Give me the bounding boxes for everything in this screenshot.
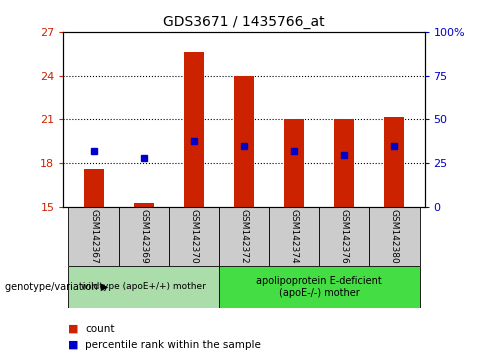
Bar: [68, 207, 119, 266]
Bar: [234, 76, 254, 207]
Bar: [385, 116, 405, 207]
Text: percentile rank within the sample: percentile rank within the sample: [85, 340, 261, 350]
Bar: [319, 207, 369, 266]
Text: GSM142372: GSM142372: [240, 209, 248, 264]
Text: wildtype (apoE+/+) mother: wildtype (apoE+/+) mother: [81, 282, 206, 291]
Text: GSM142367: GSM142367: [89, 209, 98, 264]
Text: GSM142380: GSM142380: [390, 209, 399, 264]
Text: count: count: [85, 324, 115, 334]
Bar: [284, 120, 304, 207]
Bar: [219, 266, 420, 308]
Bar: [169, 207, 219, 266]
Bar: [68, 266, 219, 308]
Text: GSM142374: GSM142374: [290, 209, 299, 264]
Bar: [134, 203, 154, 207]
Text: apolipoprotein E-deficient
(apoE-/-) mother: apolipoprotein E-deficient (apoE-/-) mot…: [256, 276, 382, 298]
Bar: [269, 207, 319, 266]
Text: GSM142369: GSM142369: [139, 209, 148, 264]
Bar: [369, 207, 420, 266]
Text: genotype/variation ▶: genotype/variation ▶: [5, 282, 108, 292]
Text: GSM142370: GSM142370: [189, 209, 198, 264]
Bar: [184, 52, 204, 207]
Bar: [119, 207, 169, 266]
Bar: [83, 169, 103, 207]
Text: ■: ■: [68, 324, 79, 334]
Bar: [219, 207, 269, 266]
Bar: [334, 120, 354, 207]
Title: GDS3671 / 1435766_at: GDS3671 / 1435766_at: [163, 16, 325, 29]
Text: ■: ■: [68, 340, 79, 350]
Text: GSM142376: GSM142376: [340, 209, 349, 264]
